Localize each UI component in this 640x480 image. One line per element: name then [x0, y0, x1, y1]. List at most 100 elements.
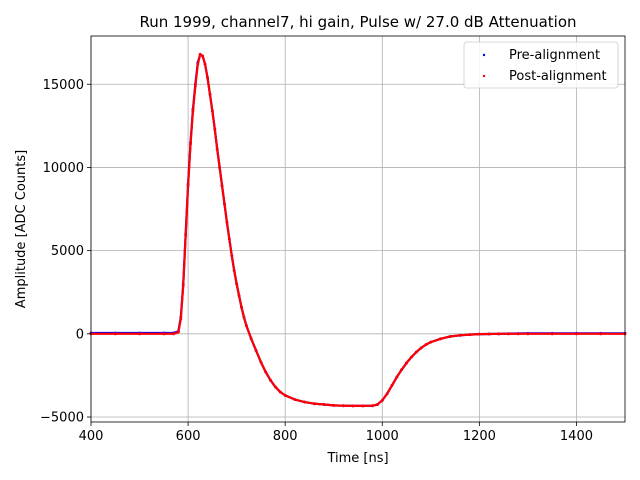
- data-point: [218, 166, 222, 169]
- series-trace-pre-alignment: [91, 53, 625, 407]
- data-point: [507, 332, 510, 336]
- data-point: [186, 184, 190, 188]
- grid: [90, 36, 625, 422]
- data-point: [206, 76, 209, 79]
- legend-marker-post-alignment: [482, 74, 486, 78]
- data-point: [240, 305, 243, 309]
- data-point: [196, 62, 200, 66]
- data-point: [332, 403, 336, 407]
- data-point: [385, 392, 389, 396]
- data-point: [179, 317, 183, 321]
- data-point: [227, 237, 231, 241]
- data-point: [468, 333, 472, 337]
- data-point: [191, 109, 195, 113]
- data-point: [419, 346, 423, 350]
- x-tick-label: 1200: [463, 429, 496, 444]
- data-point: [322, 403, 326, 406]
- legend: Pre-alignment Post-alignment: [463, 41, 619, 89]
- data-point: [439, 337, 442, 341]
- chart-title: Run 1999, channel7, hi gain, Pulse w/ 27…: [139, 13, 576, 31]
- data-point: [293, 398, 297, 401]
- data-point: [189, 142, 192, 146]
- data-point: [283, 393, 287, 397]
- data-point: [259, 360, 263, 364]
- x-tick-label: 1400: [560, 429, 593, 444]
- data-point: [181, 284, 185, 287]
- data-point: [203, 62, 207, 66]
- data-point: [342, 404, 345, 408]
- data-point: [223, 202, 226, 206]
- data-point: [184, 234, 188, 238]
- series-trace-post-alignment: [91, 53, 625, 407]
- x-axis-label: Time [ns]: [326, 451, 388, 466]
- data-point: [400, 368, 404, 371]
- data-point: [371, 404, 374, 408]
- data-point: [230, 254, 234, 258]
- data-point: [390, 384, 394, 387]
- axis-ticks: 400 600 800 1000 1200 1400 −5000 0 5000 10000 1500…: [40, 78, 593, 444]
- data-point: [138, 332, 141, 336]
- x-tick-label: 1000: [366, 429, 399, 444]
- data-point: [242, 315, 246, 319]
- data-point: [395, 375, 399, 379]
- data-point: [526, 332, 530, 336]
- data-point: [193, 84, 197, 88]
- data-point: [176, 330, 180, 334]
- data-point: [264, 370, 268, 374]
- plot-area: [89, 52, 627, 408]
- data-point: [254, 349, 258, 352]
- data-point: [278, 390, 282, 394]
- legend-box: [463, 41, 619, 89]
- y-tick-label: 0: [76, 327, 84, 342]
- data-point: [550, 332, 554, 336]
- data-point: [516, 332, 520, 336]
- data-point: [351, 404, 355, 408]
- data-point: [312, 402, 316, 406]
- data-point: [405, 361, 408, 365]
- legend-label-pre-alignment: Pre-alignment: [509, 48, 600, 63]
- y-tick-label: 10000: [43, 161, 84, 176]
- data-point: [113, 332, 117, 336]
- y-tick-label: 5000: [51, 244, 84, 259]
- data-point: [376, 403, 379, 406]
- data-point: [303, 400, 306, 404]
- data-point: [414, 350, 418, 354]
- data-point: [237, 294, 241, 297]
- data-point: [213, 127, 217, 131]
- data-point: [210, 109, 214, 113]
- data-point: [599, 332, 603, 336]
- series-post-alignment: [89, 52, 627, 408]
- y-tick-label: 15000: [43, 78, 84, 93]
- data-point: [269, 379, 273, 382]
- data-point: [244, 324, 248, 327]
- y-axis-label: Amplitude [ADC Counts]: [14, 150, 29, 308]
- data-point: [575, 332, 578, 336]
- data-point: [162, 332, 166, 336]
- data-point: [198, 52, 202, 56]
- data-point: [172, 332, 175, 336]
- y-tick-label: −5000: [40, 411, 84, 426]
- series-pre-alignment: [89, 52, 627, 408]
- data-point: [424, 343, 428, 347]
- x-tick-label: 400: [79, 429, 104, 444]
- data-point: [225, 220, 229, 224]
- data-point: [220, 184, 224, 188]
- data-point: [361, 404, 365, 408]
- data-point: [235, 282, 239, 286]
- data-point: [497, 332, 501, 336]
- data-point: [448, 335, 452, 338]
- legend-label-post-alignment: Post-alignment: [509, 69, 607, 84]
- data-point: [201, 54, 205, 58]
- data-point: [208, 92, 212, 96]
- data-point: [477, 332, 481, 336]
- data-point: [232, 269, 236, 272]
- data-point: [215, 147, 219, 151]
- data-point: [458, 333, 462, 337]
- data-point: [380, 398, 384, 402]
- legend-marker-pre-alignment: [482, 53, 486, 57]
- axes-frame: [90, 35, 626, 423]
- data-point: [410, 355, 413, 359]
- data-point: [249, 337, 253, 341]
- x-tick-label: 600: [176, 429, 201, 444]
